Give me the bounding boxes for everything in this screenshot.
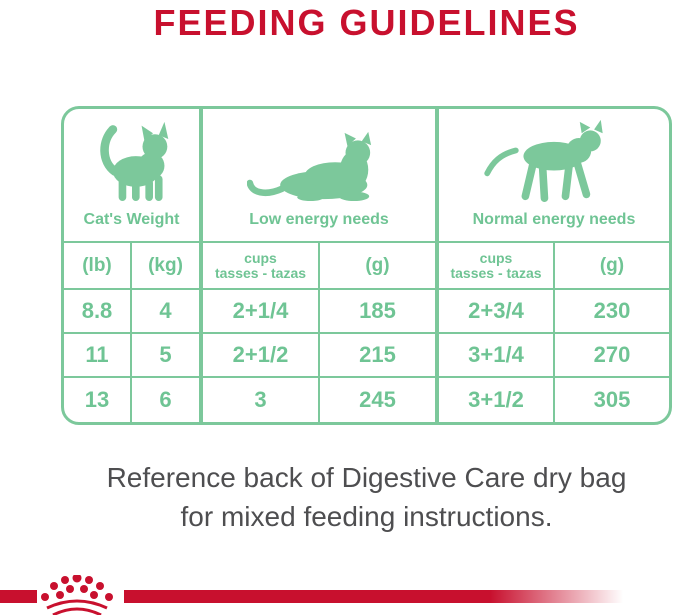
page-title: FEEDING GUIDELINES [153, 2, 580, 43]
cups-line1: cups [479, 249, 513, 266]
table-cell: 2+1/4 [203, 290, 320, 334]
col-header-g-normal: (g) [555, 243, 669, 290]
table-cell: 3+1/4 [439, 334, 555, 378]
feeding-table: Cat's Weight Low energy needs [61, 106, 672, 425]
table-cell: 245 [320, 378, 439, 422]
table-cell: 2+3/4 [439, 290, 555, 334]
table-cell: 270 [555, 334, 669, 378]
note-line1: Reference back of Digestive Care dry bag [106, 462, 627, 493]
table-cell: 11 [64, 334, 132, 378]
standing-cat-icon [99, 121, 168, 202]
col-header-lb: (lb) [64, 243, 132, 290]
table-cell: 8.8 [64, 290, 132, 334]
col-header-cups-normal: cups tasses - tazas [439, 243, 555, 290]
cups-line1: cups [244, 249, 277, 266]
footer-red-bar-left [0, 590, 37, 603]
table-cell: 185 [320, 290, 439, 334]
table-cell: 5 [132, 334, 203, 378]
col-header-cups-low: cups tasses - tazas [203, 243, 320, 290]
col-header-g-low: (g) [320, 243, 439, 290]
lying-cat-icon [247, 131, 372, 202]
walking-cat-icon [484, 119, 603, 202]
table-cell: 230 [555, 290, 669, 334]
group-header-cats-weight: Cat's Weight [64, 109, 203, 243]
group-label: Cat's Weight [83, 211, 180, 228]
group-header-low-energy: Low energy needs [203, 109, 439, 243]
mixed-feeding-note: Reference back of Digestive Care dry bag… [61, 458, 672, 536]
footer-red-bar-right [124, 590, 679, 603]
note-line2: for mixed feeding instructions. [180, 501, 553, 532]
table-cell: 4 [132, 290, 203, 334]
table-cell: 305 [593, 387, 631, 412]
cups-line2: tasses - tazas [214, 264, 307, 281]
group-label: Normal energy needs [472, 211, 636, 228]
table-cell: 13 [64, 378, 132, 422]
table-cell: 6 [132, 378, 203, 422]
royal-canin-crown-logo [41, 575, 113, 615]
group-label: Low energy needs [249, 211, 389, 228]
table-cell: 3+1/2 [439, 378, 555, 422]
group-header-normal-energy: Normal energy needs [439, 109, 669, 243]
cups-line2: tasses - tazas [450, 264, 542, 281]
col-header-kg: (kg) [132, 243, 203, 290]
table-cell: 215 [320, 334, 439, 378]
table-cell: 3 [203, 378, 320, 422]
table-cell: 2+1/2 [203, 334, 320, 378]
